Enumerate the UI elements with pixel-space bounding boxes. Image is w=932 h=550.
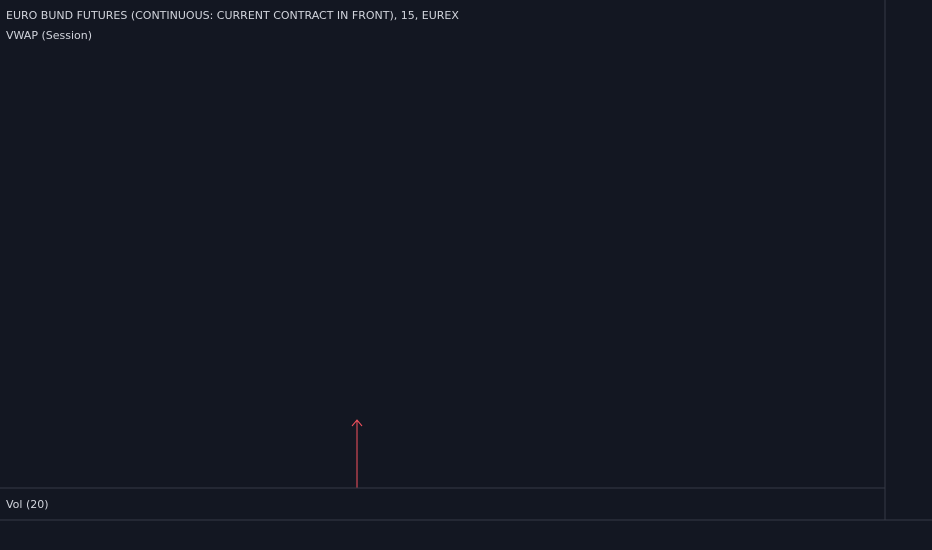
chart-title: EURO BUND FUTURES (CONTINUOUS: CURRENT C…: [6, 9, 459, 22]
arrow-head: [351, 419, 363, 427]
volume-label: Vol (20): [6, 498, 49, 511]
indicator-label: VWAP (Session): [6, 29, 92, 42]
